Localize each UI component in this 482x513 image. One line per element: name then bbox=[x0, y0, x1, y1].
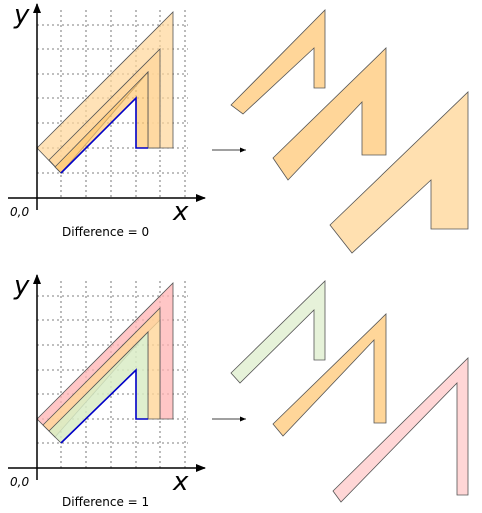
top-path-line bbox=[60, 96, 148, 174]
bottom-caption: Difference = 1 bbox=[62, 495, 149, 509]
bottom-result-shape-medium bbox=[272, 313, 387, 437]
top-origin-label: 0,0 bbox=[10, 205, 29, 219]
bottom-x-axis-label: x bbox=[172, 467, 189, 497]
top-result-shape-small bbox=[230, 9, 326, 115]
bottom-path-line bbox=[60, 368, 148, 444]
top-x-axis-label: x bbox=[172, 197, 189, 227]
bottom-origin-label: 0,0 bbox=[10, 475, 29, 489]
top-y-axis-label: y bbox=[13, 0, 30, 30]
top-panel: y x 0,0 Difference = 0 bbox=[8, 0, 469, 254]
bottom-y-axis-label: y bbox=[13, 271, 30, 301]
bottom-panel: y x 0,0 Difference = 1 bbox=[8, 271, 469, 509]
top-result-shape-medium bbox=[272, 47, 387, 181]
top-result-shape-large bbox=[329, 91, 469, 254]
bottom-result-shape-small bbox=[230, 280, 326, 384]
bottom-grid-shape-small bbox=[48, 331, 149, 444]
bottom-result-shape-large bbox=[332, 357, 469, 503]
top-caption: Difference = 0 bbox=[62, 225, 149, 239]
